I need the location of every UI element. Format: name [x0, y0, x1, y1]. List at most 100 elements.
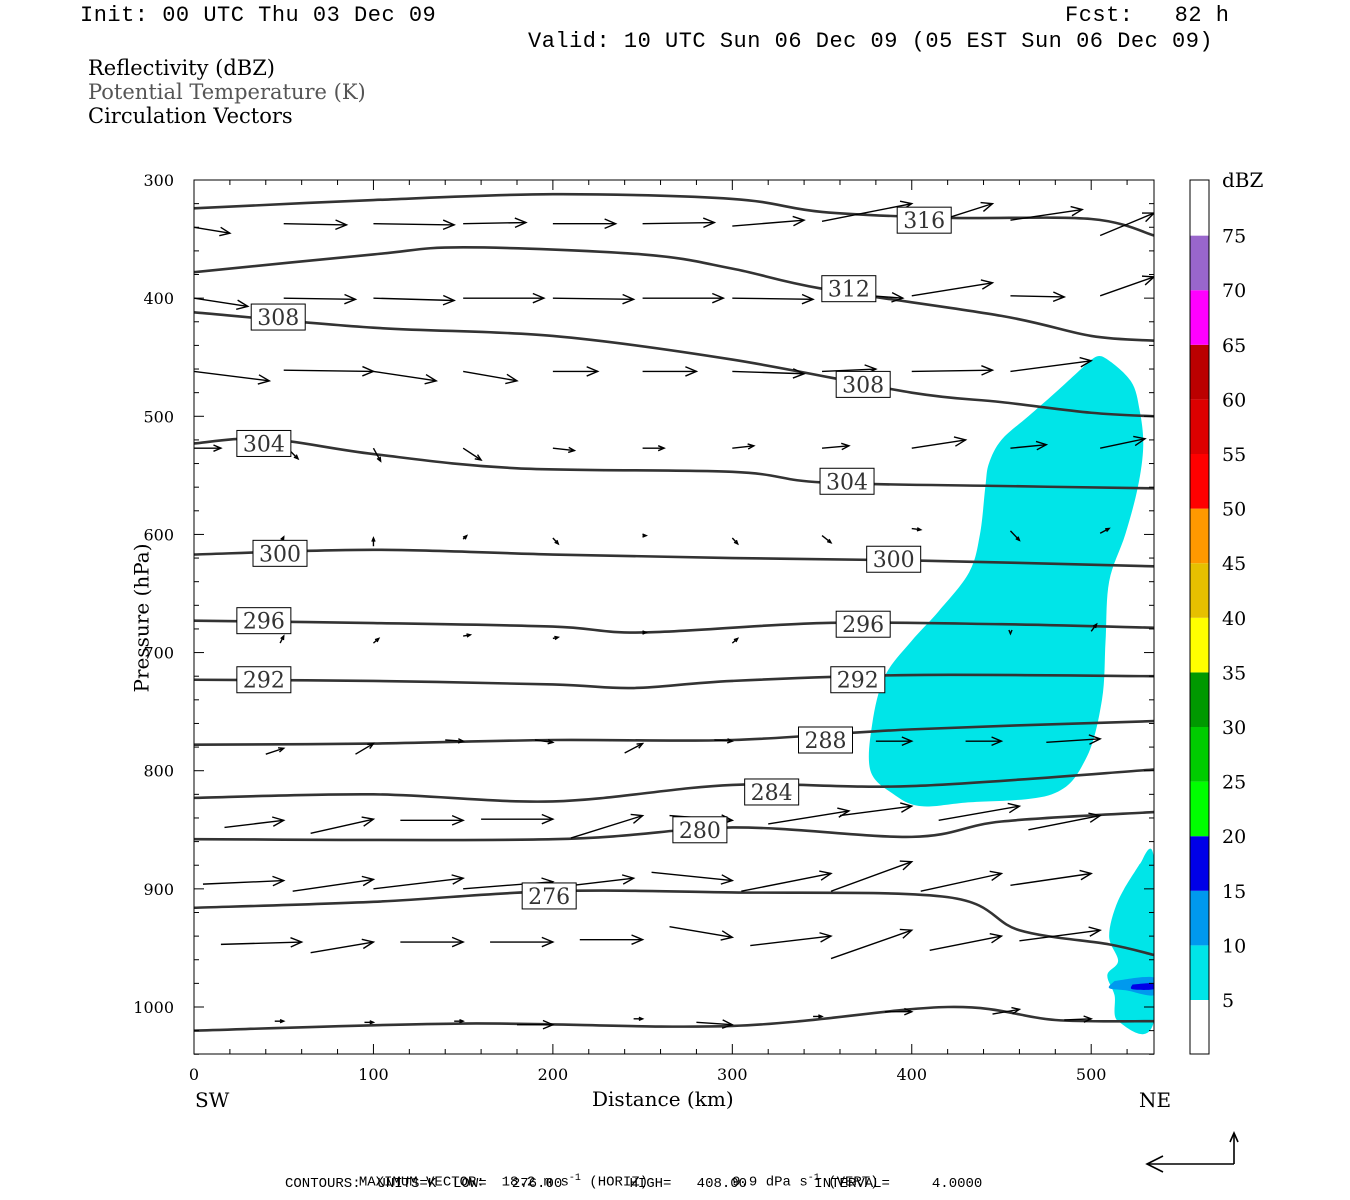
circulation-vector [355, 742, 374, 755]
vector-head [657, 445, 666, 452]
vector-head [474, 454, 483, 461]
field-vectors: Circulation Vectors [88, 104, 293, 128]
vector-head [818, 1014, 824, 1019]
circulation-vector [938, 805, 1020, 822]
vector-head [1088, 926, 1102, 937]
vector-head [1015, 536, 1021, 542]
vector-head [451, 936, 465, 948]
colorbar-tick-label: 5 [1222, 990, 1234, 1012]
vector-head [1035, 440, 1049, 451]
theta-label: 316 [903, 209, 945, 234]
vector-head [280, 535, 285, 541]
vector-head [1083, 1015, 1093, 1023]
theta-label-box [798, 726, 854, 754]
vector-head [721, 1019, 735, 1029]
colorbar-segment [1190, 890, 1209, 946]
vector-head [631, 934, 645, 945]
circulation-vector [202, 879, 284, 885]
vector-head [278, 747, 286, 753]
x-tick-label: 0 [189, 1065, 199, 1084]
vector-head [621, 874, 636, 885]
circulation-vector [283, 297, 356, 301]
circulation-vector [1046, 738, 1101, 744]
theta-contour-276 [194, 889, 1154, 957]
circulation-vector [462, 447, 482, 461]
y-tick-label: 500 [143, 407, 174, 426]
footer-horiz-tag: (HORIZ) [589, 1174, 649, 1191]
vector-head [514, 217, 528, 229]
vector-head [586, 366, 600, 377]
circulation-vector [714, 739, 733, 742]
vector-head [1052, 291, 1067, 303]
vector-head [826, 538, 833, 544]
theta-contour-304 [194, 437, 1154, 490]
circulation-vector [911, 369, 993, 373]
colorbar-segment [1190, 836, 1209, 891]
vector-head [1141, 212, 1154, 223]
circulation-vector [1100, 438, 1146, 449]
circulation-vector [911, 439, 966, 449]
theta-contour-288 [194, 719, 1154, 747]
vector-head [747, 443, 756, 450]
vector-head [462, 534, 469, 540]
theta-label-box [250, 303, 306, 331]
footer-vert-tag: (VERT) [828, 1174, 879, 1191]
theta-label-box [896, 206, 952, 234]
circulation-vector [929, 935, 1002, 951]
theta-contour-280 [194, 810, 1154, 842]
colorbar-tick-label: 10 [1222, 935, 1246, 957]
vector-head [505, 373, 519, 385]
colorbar-tick-label: 20 [1222, 826, 1246, 848]
vector-head [361, 938, 376, 950]
footer-vert-value: 9.9 dPa s [732, 1174, 808, 1191]
vector-head [702, 217, 717, 229]
colorbar-segment [1190, 235, 1209, 291]
theta-label-box [672, 816, 728, 844]
circulation-vector [911, 282, 993, 297]
vector-head [466, 633, 473, 638]
vector-head [290, 937, 304, 948]
circulation-vector [310, 941, 374, 954]
vector-head [1141, 275, 1154, 286]
x-tick-label: 500 [1076, 1065, 1107, 1084]
reflectivity-region-15dbz [1130, 983, 1154, 990]
vector-head [989, 932, 1004, 944]
circulation-vector [750, 935, 832, 947]
theta-label: 296 [243, 610, 285, 635]
vector-head [554, 635, 561, 641]
vector-head [369, 1020, 376, 1025]
colorbar-segment [1190, 945, 1209, 1000]
vector-head [424, 373, 439, 385]
theta-label-box [835, 370, 891, 398]
circulation-vector [821, 535, 832, 544]
circulation-vector [373, 223, 455, 226]
colorbar-tick-label: 60 [1222, 389, 1246, 411]
colorbar-tick-label: 70 [1222, 280, 1246, 302]
vector-head [981, 365, 995, 376]
vector-head [899, 928, 914, 939]
circulation-vector [552, 297, 634, 301]
colorbar-segment [1190, 1000, 1209, 1054]
colorbar-tick-label: 35 [1222, 662, 1246, 684]
theta-label-box [830, 666, 886, 694]
theta-label-box [236, 429, 292, 457]
vector-head [685, 366, 699, 377]
circulation-vector [292, 878, 374, 892]
reference-vector [1145, 1131, 1239, 1173]
circulation-vector [265, 747, 284, 755]
colorbar-frame [1189, 179, 1210, 1055]
colorbar-segment [1190, 399, 1209, 454]
theta-label: 304 [826, 470, 868, 495]
vector-head [1011, 1006, 1022, 1015]
vector-head [532, 292, 546, 304]
theta-label: 276 [528, 885, 570, 910]
circulation-vector [445, 739, 464, 742]
circulation-vector [822, 368, 876, 373]
vector-head [891, 292, 905, 303]
vector-head [1088, 812, 1102, 823]
forecast-hour: Fcst: 82 h [1065, 3, 1230, 28]
circulation-vector [992, 1008, 1020, 1015]
theta-label: 296 [842, 613, 884, 638]
theta-contour-284 [194, 768, 1154, 803]
circulation-vector [1010, 295, 1065, 298]
